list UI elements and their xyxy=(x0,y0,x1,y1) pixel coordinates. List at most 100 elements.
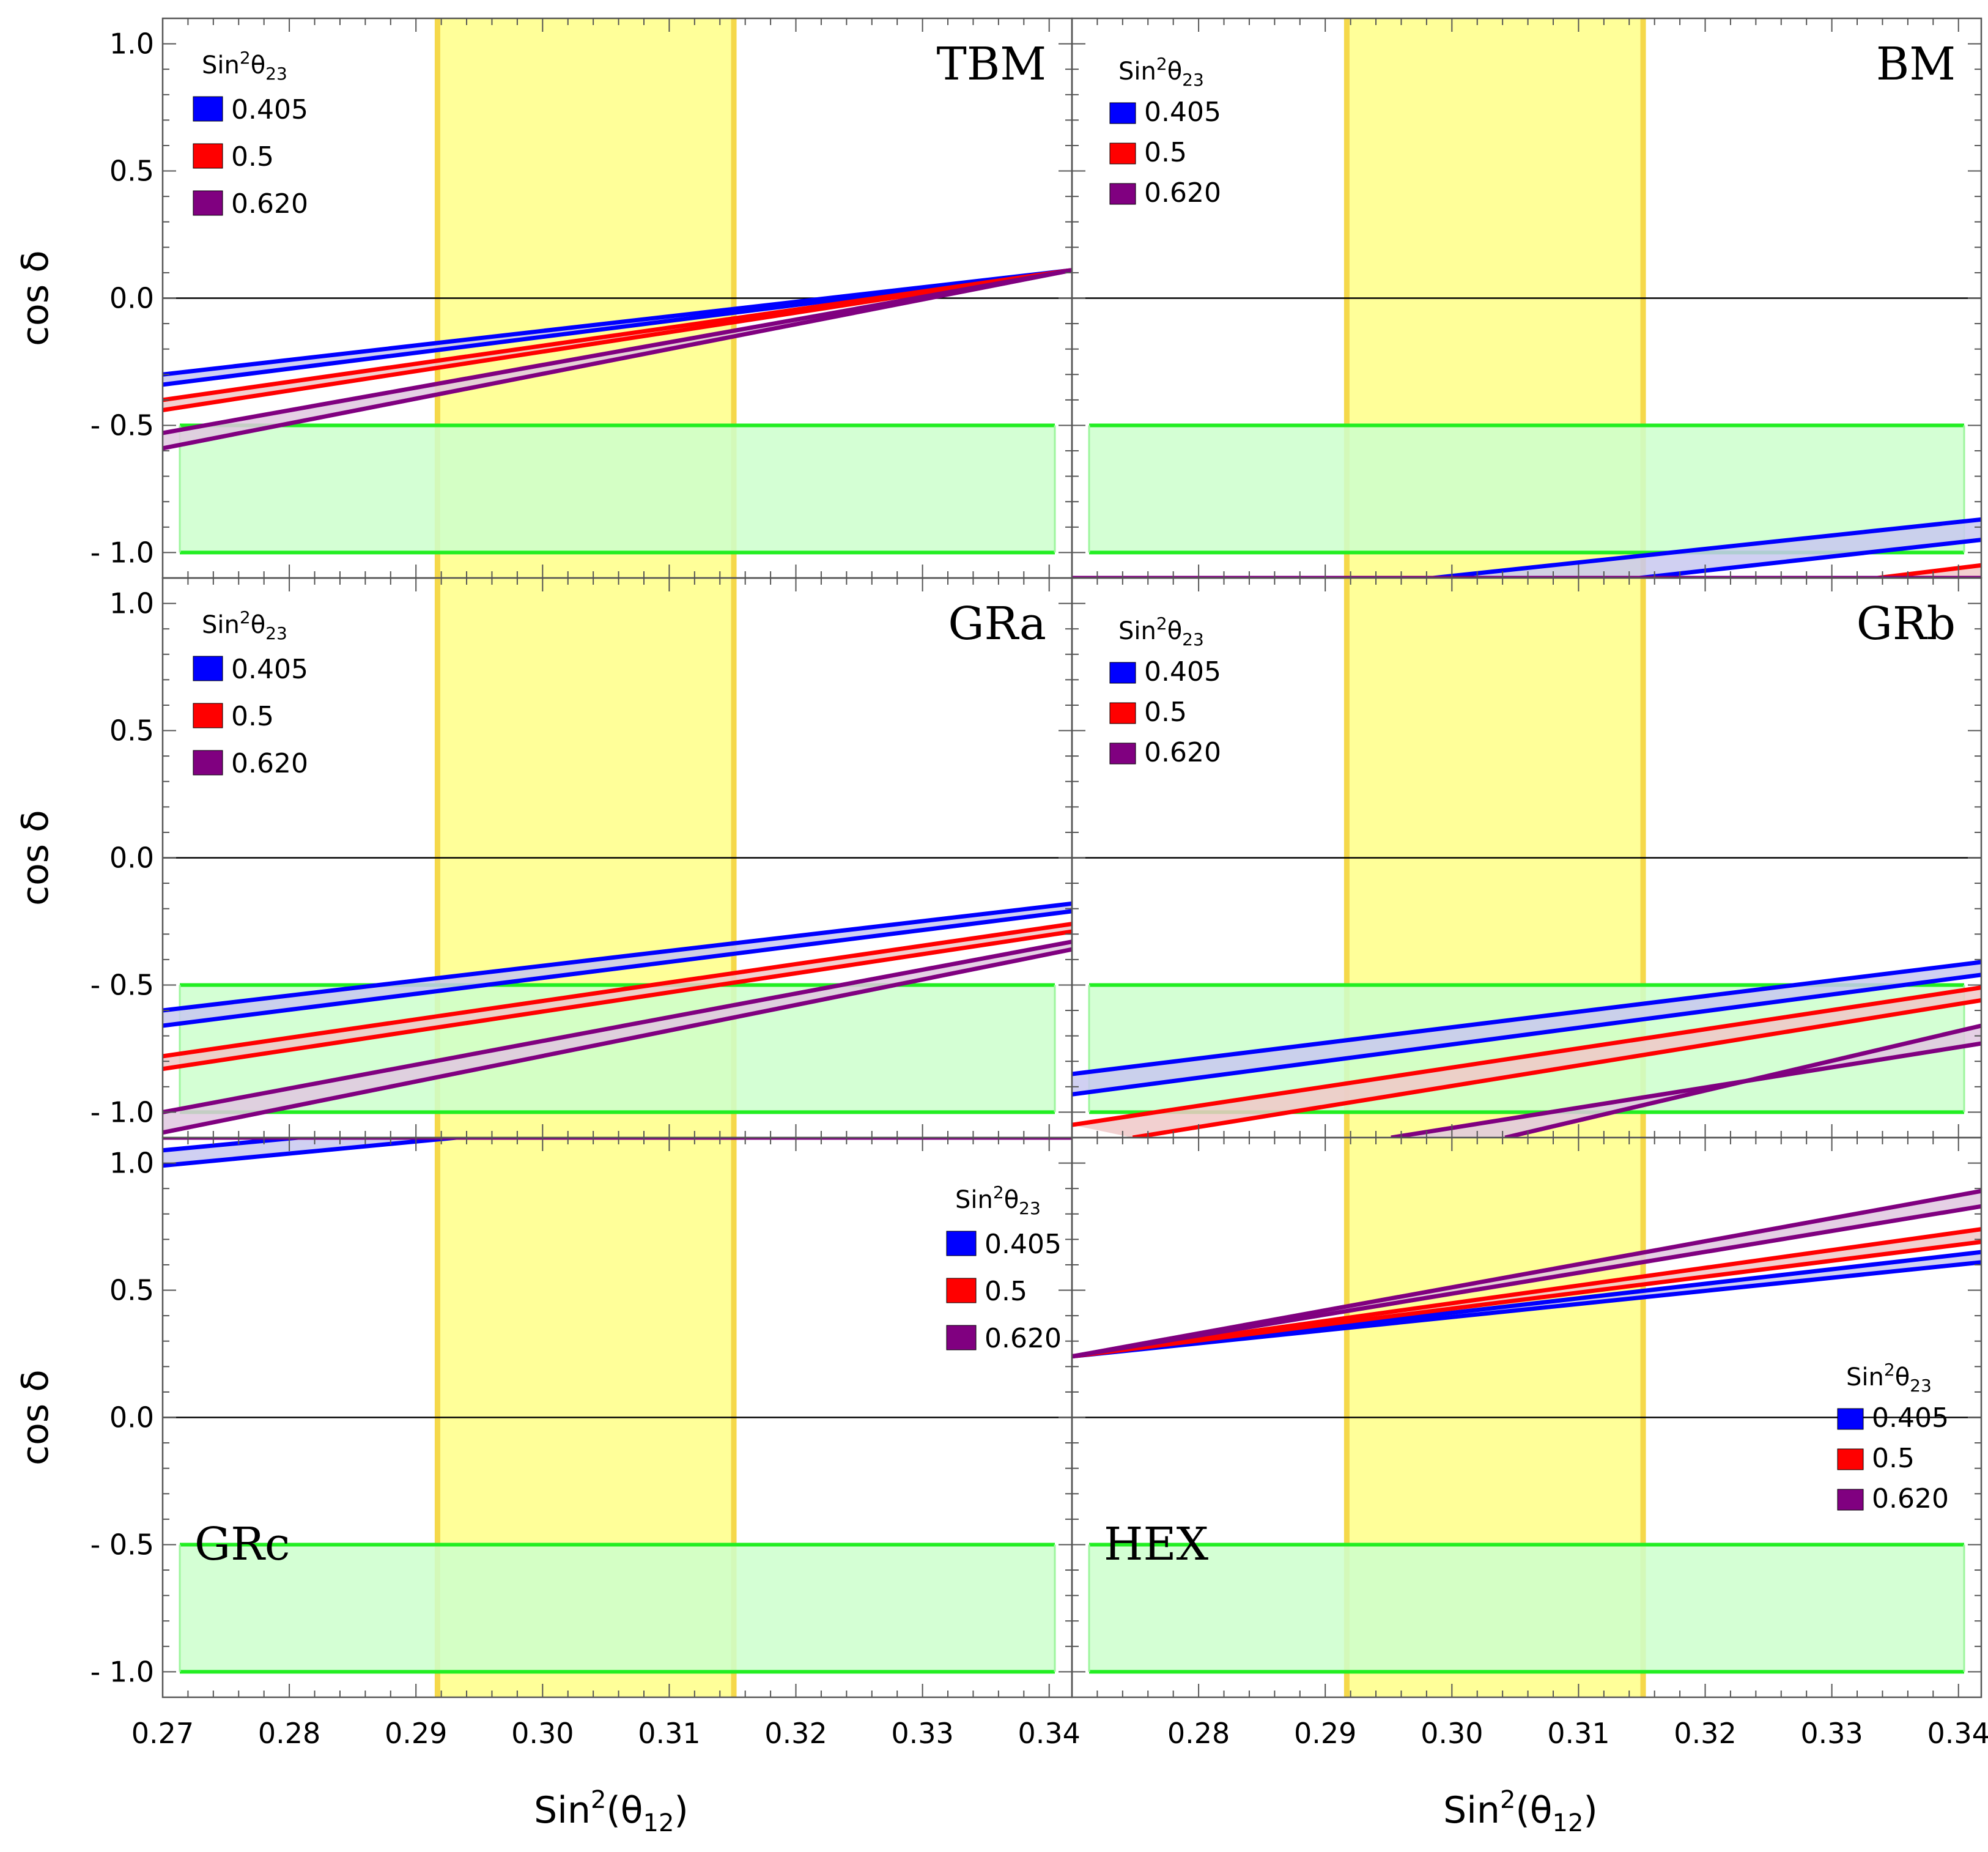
panel-hex: HEX Sin2θ23 0.405 0.5 0.620 xyxy=(1071,1136,1982,1698)
ticks xyxy=(1071,577,1981,1138)
panel-label: TBM xyxy=(936,38,1046,91)
series-band-0.405 xyxy=(1072,962,1981,1095)
legend-label-0.620: 0.620 xyxy=(1144,737,1221,768)
legend-swatch-0.620 xyxy=(1837,1489,1864,1511)
series-upper-line-0.620 xyxy=(163,939,1072,1114)
legend-title: Sin2θ23 xyxy=(1118,54,1204,90)
y-axis-title: cos δ xyxy=(14,250,57,346)
x-tick-label: 0.32 xyxy=(1674,1717,1736,1750)
y-tick-label: - 0.5 xyxy=(91,1528,154,1561)
x-tick-label: 0.30 xyxy=(1421,1717,1483,1750)
legend-label-0.620: 0.620 xyxy=(985,1323,1062,1354)
series-lower-line-0.405 xyxy=(163,1138,457,1168)
ticks xyxy=(162,1137,1072,1698)
series-upper-line-0.405 xyxy=(1432,517,1981,578)
y-tick-label: 0.0 xyxy=(109,842,154,875)
series-lower-line-0.620 xyxy=(163,947,1072,1135)
legend-label-0.405: 0.405 xyxy=(231,94,308,125)
legend: Sin2θ23 0.405 0.5 0.620 xyxy=(1837,1360,1949,1514)
legend-swatch-0.5 xyxy=(1109,702,1136,724)
series-lower-line-0.405 xyxy=(163,268,1072,387)
panel-label: BM xyxy=(1876,38,1956,91)
legend-label-0.5: 0.5 xyxy=(985,1276,1027,1307)
legend-title: Sin2θ23 xyxy=(955,1182,1041,1218)
series-upper-line-0.5 xyxy=(1072,985,1981,1127)
x-tick-label: 0.31 xyxy=(638,1717,700,1750)
x-tick-label: 0.31 xyxy=(1547,1717,1609,1750)
plot-area xyxy=(1072,18,1981,578)
legend-label-0.5: 0.5 xyxy=(231,141,274,172)
x-tick-label: 0.28 xyxy=(258,1717,320,1750)
ticks xyxy=(162,18,1072,579)
legend-swatch-0.620 xyxy=(193,750,223,776)
legend-label-0.620: 0.620 xyxy=(231,188,308,220)
y-tick-label: - 1.0 xyxy=(91,1655,154,1688)
x-tick-label: 0.34 xyxy=(1018,1717,1081,1750)
ticks xyxy=(1071,1137,1981,1698)
panel-label: GRa xyxy=(948,598,1046,650)
legend-swatch-0.5 xyxy=(193,143,223,169)
legend: Sin2θ23 0.405 0.5 0.620 xyxy=(193,607,308,779)
y-tick-label: 1.0 xyxy=(109,1147,154,1180)
x-tick-label: 0.27 xyxy=(131,1717,194,1750)
x-tick-label: 0.28 xyxy=(1167,1717,1230,1750)
legend-swatch-0.620 xyxy=(1109,183,1136,205)
y-tick-label: - 0.5 xyxy=(91,968,154,1001)
legend-label-0.405: 0.405 xyxy=(985,1229,1062,1260)
x-tick-label: 0.33 xyxy=(1800,1717,1863,1750)
plot-area xyxy=(163,578,1072,1138)
y-tick-label: 0.5 xyxy=(109,714,154,747)
x-tick-label: 0.30 xyxy=(511,1717,574,1750)
legend-label-0.405: 0.405 xyxy=(1872,1402,1949,1434)
legend-label-0.620: 0.620 xyxy=(1144,177,1221,209)
green-band xyxy=(1089,1544,1964,1672)
panel-bm: BM Sin2θ23 0.405 0.5 0.620 xyxy=(1071,17,1982,579)
legend-swatch-0.620 xyxy=(946,1325,977,1350)
plot-area xyxy=(163,18,1072,578)
legend-swatch-0.5 xyxy=(1109,143,1136,165)
series-upper-line-0.620 xyxy=(163,268,1072,435)
legend-label-0.5: 0.5 xyxy=(231,701,274,732)
legend-swatch-0.5 xyxy=(946,1278,977,1303)
legend-title: Sin2θ23 xyxy=(202,48,287,84)
series-lower-line-0.620 xyxy=(1391,1041,1981,1138)
x-tick-label: 0.33 xyxy=(891,1717,953,1750)
legend-label-0.5: 0.5 xyxy=(1872,1443,1915,1474)
ticks xyxy=(1071,18,1981,579)
series-upper-line-0.405 xyxy=(163,901,1072,1013)
legend-label-0.405: 0.405 xyxy=(231,654,308,685)
series-lower-line-0.5 xyxy=(163,929,1072,1072)
legend-label-0.620: 0.620 xyxy=(1872,1483,1949,1514)
y-axis-title: cos δ xyxy=(14,810,57,906)
x-axis-col-0: 0.27 0.28 0.29 0.30 0.31 0.32 0.33 0.34 Sin2(θ12… xyxy=(131,1717,1081,1837)
legend-label-0.620: 0.620 xyxy=(231,748,308,779)
y-tick-label: - 1.0 xyxy=(91,1095,154,1128)
series-lower-line-0.405 xyxy=(1072,972,1981,1097)
y-tick-label: 0.5 xyxy=(109,155,154,188)
series-upper-line-0.620 xyxy=(1072,1188,1981,1359)
legend: Sin2θ23 0.405 0.5 0.620 xyxy=(946,1182,1062,1354)
series-lower-line-0.5 xyxy=(1132,998,1981,1138)
green-band xyxy=(180,425,1055,553)
panel-grb: GRb Sin2θ23 0.405 0.5 0.620 xyxy=(1071,577,1982,1139)
legend-label-0.5: 0.5 xyxy=(1144,137,1187,168)
series-upper-line-0.5 xyxy=(163,922,1072,1059)
series-lower-line-0.405 xyxy=(1072,1260,1981,1359)
legend-swatch-0.620 xyxy=(1109,743,1136,765)
legend-label-0.5: 0.5 xyxy=(1144,697,1187,728)
legend-swatch-0.5 xyxy=(193,703,223,728)
series-lower-line-0.620 xyxy=(163,268,1072,451)
panel-grc: 1.0 0.5 0.0 - 0.5 - 1.0 cos δ GRc Sin2θ23 0.405 0… xyxy=(14,1136,1073,1698)
legend-label-0.405: 0.405 xyxy=(1144,97,1221,128)
legend-swatch-0.405 xyxy=(1109,662,1136,684)
y-tick-label: 0.5 xyxy=(109,1274,154,1307)
plot-area xyxy=(163,1138,1072,1697)
plot-area xyxy=(1072,578,1981,1138)
legend: Sin2θ23 0.405 0.5 0.620 xyxy=(1109,613,1221,768)
legend-swatch-0.405 xyxy=(193,656,223,681)
x-tick-label: 0.29 xyxy=(385,1717,447,1750)
legend-swatch-0.620 xyxy=(193,190,223,216)
y-tick-label: 1.0 xyxy=(109,587,154,620)
green-band xyxy=(1089,425,1964,553)
